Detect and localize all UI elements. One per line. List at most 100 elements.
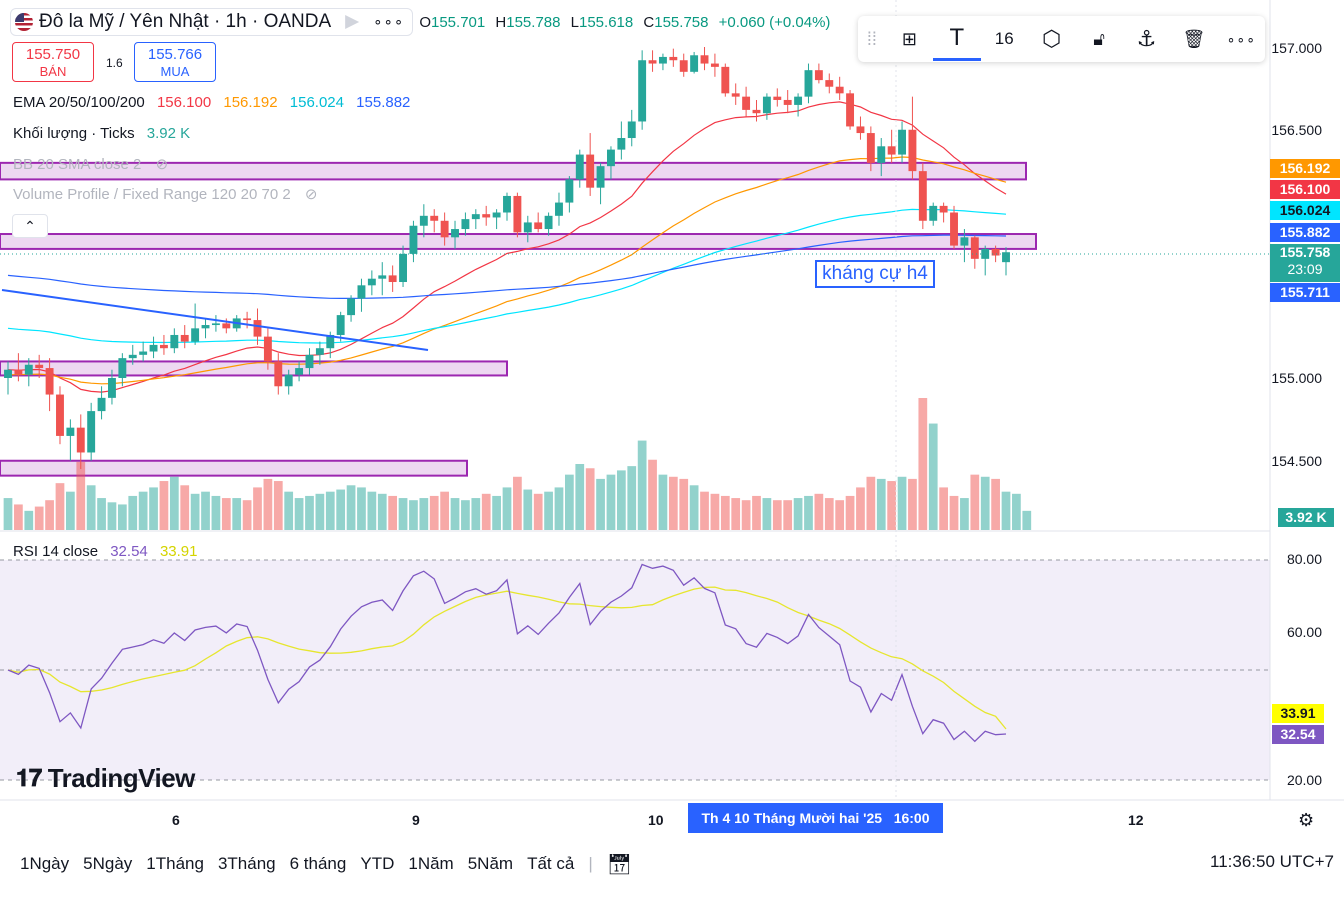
bb-label: BB 20 SMA close 2 [13, 156, 142, 173]
volume-bar [3, 498, 13, 530]
candle-body [108, 378, 116, 398]
candle-body [648, 60, 657, 64]
candle-body [461, 219, 470, 230]
candle-body [877, 146, 886, 163]
text-icon[interactable]: T [933, 18, 981, 61]
candle-body [118, 358, 127, 378]
axis-settings-icon[interactable]: ⚙︎ [1298, 810, 1315, 830]
flag-marker-icon[interactable] [345, 15, 360, 29]
bar-countdown: 23:09 [1287, 261, 1323, 277]
rsi-pane [0, 559, 1270, 781]
candle-body [981, 248, 990, 259]
candle-body [399, 253, 407, 283]
candle-body [710, 63, 719, 67]
candle-body [638, 60, 647, 122]
candle-body [804, 70, 813, 97]
volume-legend[interactable]: Khối lượng · Ticks 3.92 K [13, 125, 190, 142]
timeframe-6m[interactable]: 6 tháng [289, 854, 347, 873]
candle-body [908, 129, 917, 172]
volume-bar [554, 487, 564, 530]
sell-button[interactable]: 155.750 BÁN [12, 42, 94, 82]
resistance-annotation[interactable]: kháng cự h4 [815, 260, 935, 288]
volume-bar [138, 491, 148, 530]
eye-hidden-icon[interactable]: ⊘ [304, 186, 318, 203]
eye-hidden-icon[interactable]: ⊘ [155, 156, 169, 173]
timeframe-1d[interactable]: 1Ngày [20, 854, 70, 873]
symbol-box[interactable]: Đô la Mỹ / Yên Nhật · 1h · OANDA ∘∘∘ [10, 8, 414, 36]
candle-body [357, 285, 366, 299]
more-icon[interactable]: ∘∘∘ [1226, 30, 1256, 47]
volume-bar [471, 498, 481, 530]
candle-body [87, 411, 96, 453]
candle-body [274, 361, 283, 387]
candles [4, 47, 1010, 470]
volume-bar [211, 495, 221, 530]
volume-bar [845, 495, 855, 530]
chart-header: Đô la Mỹ / Yên Nhật · 1h · OANDA ∘∘∘ O15… [10, 8, 830, 36]
candle-body [159, 344, 168, 349]
candle-body [846, 93, 855, 127]
volume-tag: 3.92 K [1278, 508, 1334, 527]
volume-bar [55, 483, 65, 530]
ema100-price-tag: 156.024 [1270, 201, 1340, 220]
volume-bar [159, 481, 169, 530]
candle-body [263, 336, 272, 362]
timeframe-5d[interactable]: 5Ngày [83, 854, 133, 873]
bb-legend[interactable]: BB 20 SMA close 2 ⊘ [13, 155, 168, 173]
anchor-icon[interactable]: ⚓︎ [1136, 26, 1157, 51]
timeframe-5y[interactable]: 5Năm [467, 854, 514, 873]
volume-bar [34, 506, 44, 530]
volume-bar [357, 487, 366, 530]
rsi-ma-tag: 33.91 [1272, 704, 1324, 723]
rsi-ma-value: 33.91 [159, 543, 198, 560]
rsi-legend[interactable]: RSI 14 close 32.54 33.91 [13, 543, 197, 560]
ema-legend[interactable]: EMA 20/50/100/200 156.100 156.192 156.02… [13, 94, 410, 111]
timeframe-3m[interactable]: 3Tháng [217, 854, 276, 873]
more-dots-icon[interactable]: ∘∘∘ [373, 14, 405, 31]
volume-bar [440, 491, 449, 530]
volume-bar [201, 491, 210, 530]
candle-body [305, 354, 314, 369]
ohlc-readout: O155.701 H155.788 L155.618 C155.758 +0.0… [419, 14, 830, 31]
volume-bar [679, 478, 689, 530]
volume-bar [232, 498, 242, 530]
timeframe-all[interactable]: Tất cả [527, 854, 575, 873]
vp-legend[interactable]: Volume Profile / Fixed Range 120 20 70 2… [13, 185, 317, 203]
candle-body [970, 237, 979, 259]
layout-icon[interactable]: ⊞ [901, 28, 917, 49]
volume-bar [513, 476, 522, 530]
timeframe-1m[interactable]: 1Tháng [146, 854, 204, 873]
time-tick: 9 [412, 812, 420, 828]
buy-price: 155.766 [147, 46, 203, 63]
candle-body [690, 55, 699, 72]
drag-handle-icon[interactable]: ⁞⁞ [866, 28, 877, 49]
candle-body [180, 334, 189, 342]
collapse-legend-button[interactable]: ⌃ [12, 214, 48, 238]
timeframe-ytd[interactable]: YTD [360, 854, 395, 873]
candle-body [596, 166, 605, 188]
price-tick: 156.500 [1271, 122, 1322, 138]
logo-text: TradingView [47, 763, 196, 793]
resistance-zone [0, 360, 508, 377]
timeframe-1y[interactable]: 1Năm [408, 854, 454, 873]
candle-body [887, 146, 896, 155]
rsi-value: 32.54 [110, 543, 148, 560]
settings-hexagon-icon[interactable]: ⬡ [1042, 26, 1062, 51]
buy-button[interactable]: 155.766 MUA [134, 42, 216, 82]
ema-label: EMA 20/50/100/200 [13, 94, 145, 111]
ema50-line [8, 156, 1007, 385]
volume-bar [190, 493, 200, 530]
lock-icon[interactable]: 🔓︎ [1093, 28, 1105, 49]
volume-bar [169, 476, 179, 530]
ema100-value: 156.024 [289, 94, 344, 111]
resistance-zone [0, 161, 1027, 181]
font-size-button[interactable]: 16 [994, 29, 1014, 48]
tradingview-logo: 𝟏𝟕 TradingView [16, 763, 195, 794]
candle-body [149, 344, 158, 352]
volume-bar [991, 478, 1000, 530]
calendar-range-icon[interactable]: 📅︎ [606, 853, 633, 876]
clock: 11:36:50 UTC+7 [1210, 852, 1334, 871]
trash-icon[interactable]: 🗑︎ [1182, 28, 1206, 49]
sell-label: BÁN [39, 64, 67, 79]
